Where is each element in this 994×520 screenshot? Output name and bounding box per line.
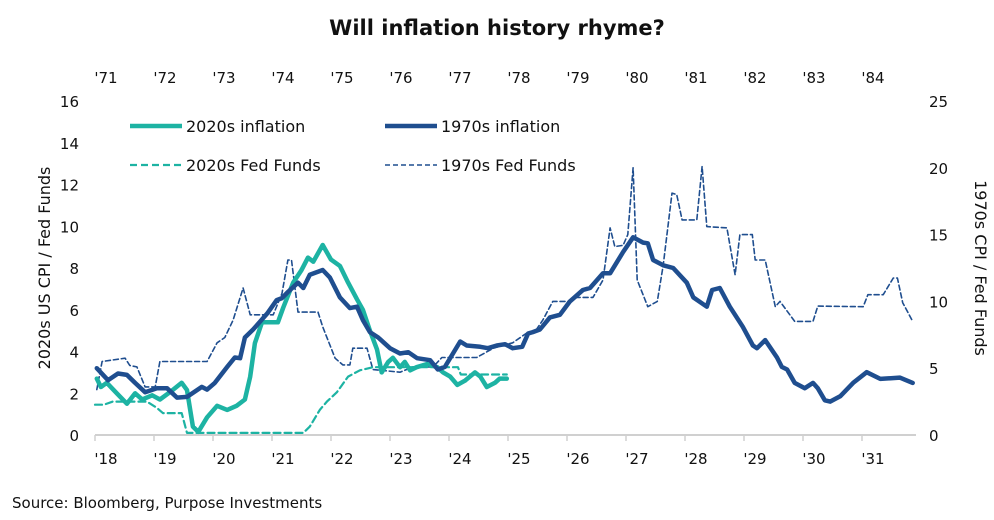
y-left-axis-title: 2020s US CPI / Fed Funds <box>35 167 54 370</box>
x-top-tick-label: '81 <box>684 69 707 87</box>
x-bottom-tick-label: '30 <box>802 450 825 468</box>
x-bottom-tick-label: '20 <box>212 450 235 468</box>
source-note: Source: Bloomberg, Purpose Investments <box>12 494 323 512</box>
y-left-tick-label: 4 <box>69 344 79 362</box>
x-top-tick-label: '74 <box>271 69 294 87</box>
y-right-tick-label: 5 <box>929 360 939 378</box>
x-bottom-tick-label: '18 <box>94 450 117 468</box>
x-top-tick-label: '75 <box>330 69 353 87</box>
y-left-tick-label: 14 <box>60 135 79 153</box>
x-top-tick-label: '79 <box>566 69 589 87</box>
y-left-tick-label: 16 <box>60 93 79 111</box>
x-top-tick-label: '78 <box>507 69 530 87</box>
legend-label: 1970s Fed Funds <box>441 156 576 175</box>
x-bottom-tick-label: '26 <box>566 450 589 468</box>
x-top-tick-label: '83 <box>802 69 825 87</box>
x-top-tick-label: '77 <box>448 69 471 87</box>
y-left-tick-label: 10 <box>60 218 79 236</box>
x-bottom-tick-label: '21 <box>271 450 294 468</box>
chart-title: Will inflation history rhyme? <box>329 16 665 40</box>
x-top-tick-label: '80 <box>625 69 648 87</box>
series-line-1970s-fed-funds <box>96 165 914 391</box>
x-top-tick-label: '84 <box>861 69 884 87</box>
x-top-tick-label: '76 <box>389 69 412 87</box>
legend-label: 2020s Fed Funds <box>186 156 321 175</box>
y-right-tick-label: 10 <box>929 293 948 311</box>
y-right-tick-label: 15 <box>929 227 948 245</box>
y-left-tick-label: 2 <box>69 385 79 403</box>
y-right-tick-label: 20 <box>929 160 948 178</box>
y-left-tick-label: 12 <box>60 177 79 195</box>
series-line-2020s-fed-funds <box>93 366 508 434</box>
x-top-tick-label: '71 <box>94 69 117 87</box>
legend-label: 1970s inflation <box>441 117 560 136</box>
x-bottom-tick-label: '22 <box>330 450 353 468</box>
x-bottom-tick-label: '28 <box>684 450 707 468</box>
x-top-tick-label: '72 <box>153 69 176 87</box>
x-top-tick-label: '73 <box>212 69 235 87</box>
series-line-1970s-inflation <box>94 235 915 404</box>
legend-label: 2020s inflation <box>186 117 305 136</box>
y-left-tick-label: 6 <box>69 302 79 320</box>
y-right-tick-label: 0 <box>929 427 939 445</box>
x-bottom-tick-label: '25 <box>507 450 530 468</box>
x-bottom-tick-label: '23 <box>389 450 412 468</box>
y-left-tick-label: 0 <box>69 427 79 445</box>
x-bottom-tick-label: '19 <box>153 450 176 468</box>
y-right-tick-label: 25 <box>929 93 948 111</box>
x-bottom-tick-label: '31 <box>861 450 884 468</box>
x-bottom-tick-label: '29 <box>743 450 766 468</box>
y-left-tick-label: 8 <box>69 260 79 278</box>
x-top-tick-label: '82 <box>743 69 766 87</box>
series-line-2020s-inflation <box>94 242 510 435</box>
x-bottom-tick-label: '24 <box>448 450 471 468</box>
y-right-axis-title: 1970s CPI / Fed Funds <box>971 180 990 356</box>
x-bottom-tick-label: '27 <box>625 450 648 468</box>
